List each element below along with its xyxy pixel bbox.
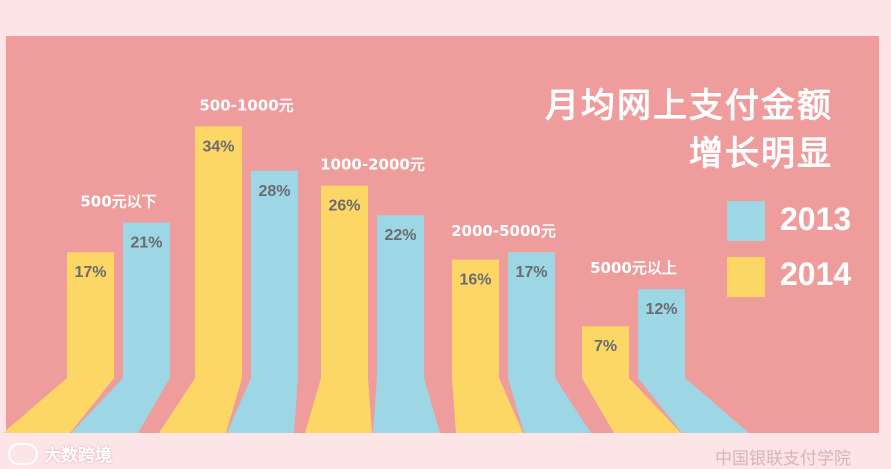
data-label-2014-3: 16%: [459, 272, 491, 289]
data-label-2014-1: 34%: [202, 138, 234, 155]
footer-brand: 大数跨境: [8, 441, 112, 466]
bar-2014-3: [452, 259, 523, 433]
bar-2013-1: [227, 170, 298, 434]
data-label-2013-2: 22%: [384, 227, 416, 244]
footer-brand-text: 大数跨境: [44, 446, 112, 466]
bar-2013-4: [638, 289, 749, 433]
data-label-2013-3: 17%: [515, 264, 547, 281]
category-label-4: 5000元以上: [590, 259, 677, 277]
legend-label-2014: 2014: [780, 256, 852, 292]
category-label-1: 500-1000元: [199, 96, 293, 114]
data-label-2014-2: 26%: [328, 198, 360, 215]
bar-2013-0: [71, 222, 170, 433]
footer-source: 中国银联支付学院: [715, 449, 851, 469]
legend-swatch-2014: [727, 257, 765, 297]
chart-title-line2: 增长明显: [689, 134, 833, 174]
bar-2013-2: [373, 215, 440, 433]
legend-label-2013: 2013: [780, 201, 852, 237]
bar-2014-2: [305, 185, 372, 433]
data-label-2013-4: 12%: [645, 301, 677, 318]
category-label-0: 500元以下: [80, 193, 156, 211]
legend-swatch-2013: [727, 201, 765, 241]
bar-2014-1: [159, 126, 242, 434]
bar-2013-3: [508, 252, 591, 433]
data-label-2013-0: 21%: [130, 235, 162, 252]
category-label-2: 1000-2000元: [320, 156, 425, 174]
bar-2014-4: [582, 326, 681, 433]
bar-2014-0: [3, 252, 114, 433]
data-label-2013-1: 28%: [258, 183, 290, 200]
data-label-2014-0: 17%: [74, 264, 106, 281]
data-label-2014-4: 7%: [594, 338, 617, 355]
chart-title-line1: 月均网上支付金额: [545, 86, 833, 126]
brand-logo-icon: [8, 442, 38, 465]
category-label-3: 2000-5000元: [451, 222, 556, 240]
